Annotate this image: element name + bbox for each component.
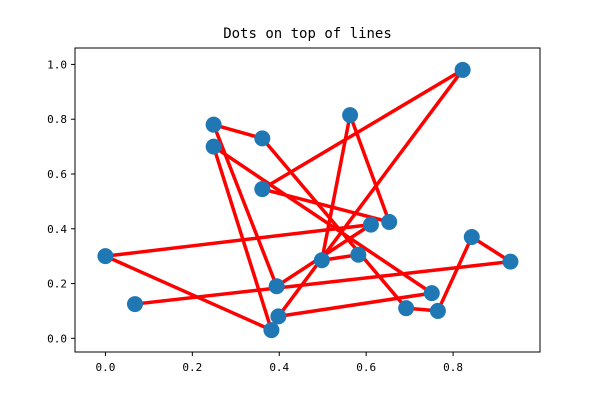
data-point [126, 296, 143, 313]
data-point [398, 300, 415, 317]
line-segment [213, 123, 263, 141]
line-segment [278, 291, 433, 319]
data-point [454, 61, 471, 78]
data-point [268, 278, 285, 295]
line-segment [104, 254, 273, 332]
data-point [362, 216, 379, 233]
y-tick-label: 0.4 [47, 223, 67, 236]
data-point [263, 322, 280, 339]
axes-frame [74, 47, 541, 353]
data-point [381, 213, 398, 230]
line-segment [320, 114, 352, 261]
line-segment [261, 68, 464, 191]
x-axis: 0.0 0.2 0.4 0.6 0.8 [95, 352, 463, 374]
data-point [270, 308, 287, 325]
data-point [313, 252, 330, 269]
data-point [205, 138, 222, 155]
line-segment [261, 187, 390, 224]
plot-area [97, 61, 519, 339]
line-segment [276, 68, 465, 318]
y-tick-label: 0.0 [47, 332, 67, 345]
chart-title: Dots on top of lines [223, 26, 392, 42]
data-point [205, 116, 222, 133]
data-point [463, 228, 480, 245]
data-point [429, 302, 446, 319]
data-point [342, 107, 359, 124]
data-point [254, 130, 271, 147]
data-point [502, 253, 519, 270]
x-tick-label: 0.6 [356, 361, 376, 374]
y-axis: 0.0 0.2 0.4 0.6 0.8 1.0 [47, 58, 75, 345]
x-tick-label: 0.8 [443, 361, 463, 374]
line-segment [436, 236, 474, 312]
y-tick-label: 0.2 [47, 278, 67, 291]
y-tick-label: 0.6 [47, 168, 67, 181]
data-point [254, 181, 271, 198]
line-segment [211, 146, 274, 331]
line-segment [348, 114, 391, 223]
y-tick-label: 0.8 [47, 113, 67, 126]
line-segment [260, 137, 408, 310]
data-point [423, 285, 440, 302]
x-tick-label: 0.2 [182, 361, 202, 374]
data-point [350, 246, 367, 263]
x-tick-label: 0.4 [269, 361, 289, 374]
x-tick-label: 0.0 [95, 361, 115, 374]
y-tick-label: 1.0 [47, 58, 67, 71]
line-segment [212, 145, 433, 295]
data-point [97, 248, 114, 265]
